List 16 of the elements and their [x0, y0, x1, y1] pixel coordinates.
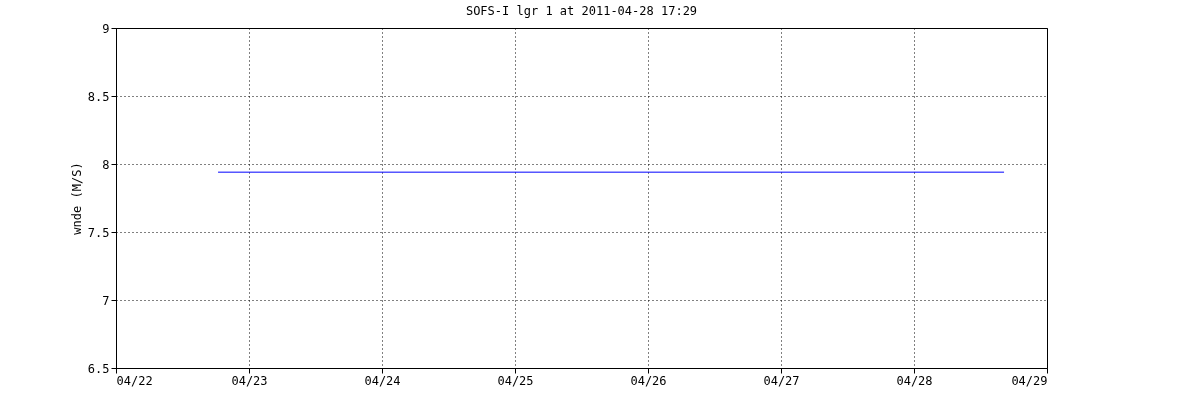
- y-tick-label: 6.5: [87, 361, 110, 376]
- y-tick-label: 9: [102, 21, 110, 36]
- y-tick-label: 8: [102, 157, 110, 172]
- y-tick-label: 7.5: [87, 225, 110, 240]
- y-tick-label: 8.5: [87, 89, 110, 104]
- y-tick-label: 7: [102, 293, 110, 308]
- x-tick-label: 04/24: [364, 373, 401, 388]
- x-tick-label: 04/26: [630, 373, 667, 388]
- x-tick-label: 04/27: [763, 373, 800, 388]
- y-axis-title: wnde (M/S): [69, 162, 84, 235]
- chart-title: SOFS-I lgr 1 at 2011-04-28 17:29: [465, 4, 698, 18]
- x-tick-label: 04/29: [1011, 373, 1048, 388]
- x-tick-label: 04/23: [231, 373, 268, 388]
- x-tick-label: 04/25: [497, 373, 534, 388]
- x-tick-label: 04/28: [896, 373, 933, 388]
- x-tick-label: 04/22: [116, 373, 153, 388]
